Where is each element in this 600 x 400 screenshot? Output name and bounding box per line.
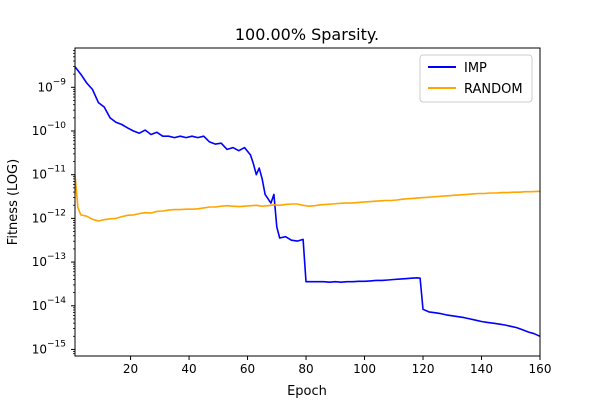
y-tick-label: 10−11 [32,165,66,182]
x-tick-label: 20 [123,362,138,376]
legend: IMP RANDOM [419,54,533,103]
legend-label-random: RANDOM [464,82,523,97]
x-tick-label: 100 [353,362,376,376]
x-tick-label: 120 [412,362,435,376]
x-tick-label: 140 [470,362,493,376]
x-tick-label: 160 [529,362,552,376]
y-axis-label: Fitness (LOG) [6,159,21,245]
legend-label-imp: IMP [464,61,487,76]
y-tick-label: 10−15 [32,339,66,356]
y-tick-label: 10−12 [32,208,66,225]
x-axis-label: Epoch [287,384,327,399]
axes-frame [74,47,541,357]
axes: 20 40 60 80 100 120 140 160 10−15 10−14 10−13 10−12… [32,47,552,376]
series-line-imp [74,66,541,338]
y-tick-label: 10−14 [32,296,67,313]
plot-area [74,66,541,338]
series-line-random [74,174,541,222]
chart-title: 100.00% Sparsity. [235,25,379,44]
y-tick-label: 10−13 [32,252,66,269]
x-tick-label: 40 [181,362,196,376]
x-tick-label: 60 [240,362,255,376]
y-tick-label: 10−10 [32,121,67,138]
x-tick-label: 80 [298,362,313,376]
y-tick-label: 10−9 [37,77,66,94]
